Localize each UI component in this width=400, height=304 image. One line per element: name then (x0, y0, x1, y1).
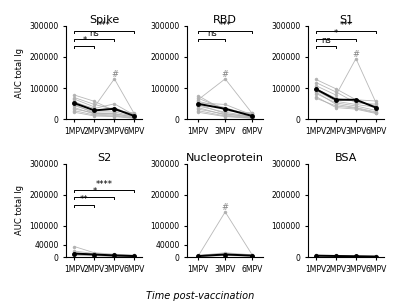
Text: #: # (111, 70, 118, 79)
Text: **: ** (80, 195, 89, 204)
Text: Time post-vaccination: Time post-vaccination (146, 291, 254, 301)
Text: ****: **** (96, 180, 113, 189)
Text: ns: ns (90, 29, 99, 38)
Text: #: # (222, 70, 229, 79)
Title: S1: S1 (339, 15, 353, 25)
Title: Spike: Spike (89, 15, 120, 25)
Y-axis label: AUC total Ig: AUC total Ig (15, 48, 24, 98)
Title: BSA: BSA (335, 153, 357, 163)
Text: ***: *** (98, 22, 111, 30)
Title: Nucleoprotein: Nucleoprotein (186, 153, 264, 163)
Title: RBD: RBD (213, 15, 237, 25)
Text: *: * (334, 29, 338, 38)
Title: S2: S2 (97, 153, 112, 163)
Text: ns: ns (207, 29, 216, 38)
Text: *: * (82, 36, 86, 45)
Text: ns: ns (321, 36, 331, 45)
Text: #: # (222, 203, 229, 212)
Y-axis label: AUC total Ig: AUC total Ig (15, 185, 24, 235)
Text: ***: *** (340, 22, 352, 30)
Text: #: # (352, 50, 360, 59)
Text: ***: *** (219, 22, 232, 30)
Text: *: * (92, 187, 96, 196)
